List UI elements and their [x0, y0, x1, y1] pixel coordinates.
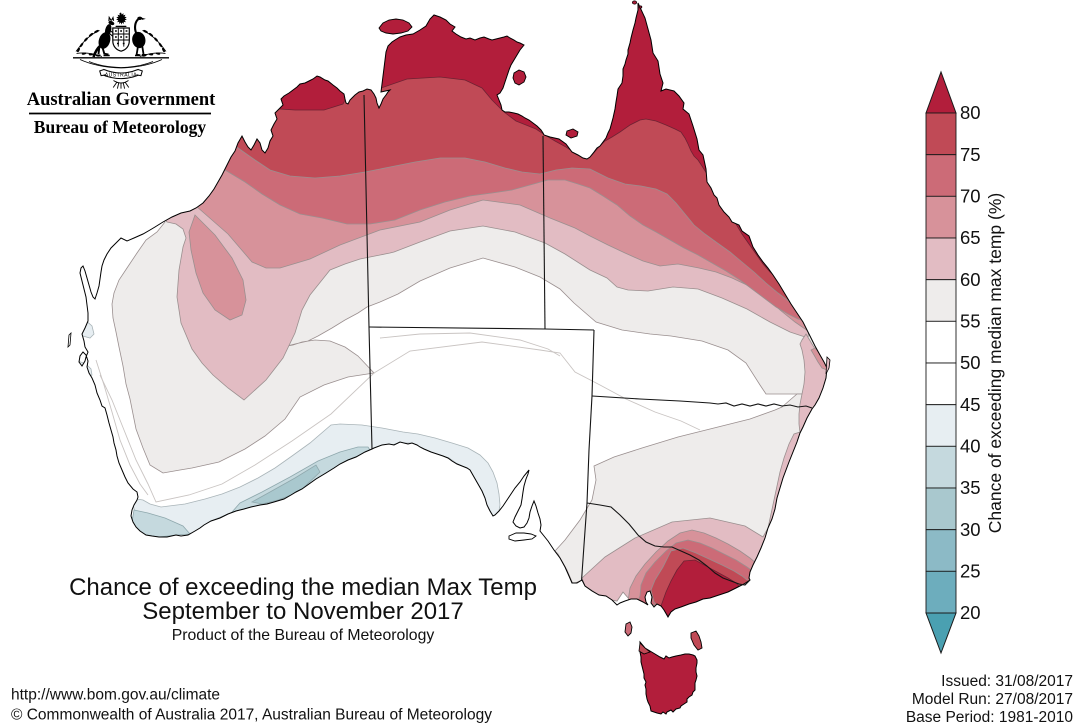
svg-text:35: 35 [960, 477, 981, 498]
svg-text:45: 45 [960, 394, 981, 415]
svg-text:55: 55 [960, 311, 981, 332]
svg-text:25: 25 [960, 561, 981, 582]
svg-text:AUSTRALIA: AUSTRALIA [105, 73, 137, 79]
svg-text:Bureau of Meteorology: Bureau of Meteorology [34, 117, 207, 137]
svg-text:© Commonwealth of Australia 20: © Commonwealth of Australia 2017, Austra… [11, 707, 492, 724]
svg-text:20: 20 [960, 602, 981, 623]
svg-text:65: 65 [960, 227, 981, 248]
svg-text:Australian Government: Australian Government [27, 90, 216, 110]
svg-text:70: 70 [960, 186, 981, 207]
svg-text:40: 40 [960, 436, 981, 457]
svg-text:http://www.bom.gov.au/climate: http://www.bom.gov.au/climate [11, 687, 220, 704]
svg-text:80: 80 [960, 102, 981, 123]
svg-text:Chance of exceeding the median: Chance of exceeding the median Max Temp [69, 574, 537, 601]
svg-text:Product of the Bureau of Meteo: Product of the Bureau of Meteorology [172, 627, 435, 644]
svg-text:Chance of exceeding median max: Chance of exceeding median max temp (%) [985, 193, 1005, 533]
svg-text:75: 75 [960, 144, 981, 165]
svg-text:50: 50 [960, 352, 981, 373]
svg-text:Base Period: 1981-2010: Base Period: 1981-2010 [906, 709, 1074, 726]
svg-text:60: 60 [960, 269, 981, 290]
svg-text:September to November 2017: September to November 2017 [142, 598, 464, 625]
svg-text:Issued: 31/08/2017: Issued: 31/08/2017 [941, 673, 1073, 690]
svg-text:Model Run: 27/08/2017: Model Run: 27/08/2017 [912, 691, 1073, 708]
svg-text:30: 30 [960, 519, 981, 540]
